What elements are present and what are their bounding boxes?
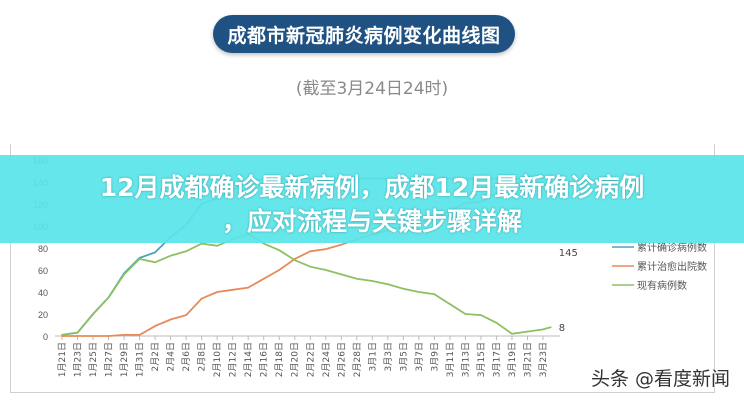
x-tick-label: 2月4日 — [166, 342, 177, 371]
data-point — [123, 273, 125, 276]
data-point — [92, 313, 94, 315]
x-tick-label: 1月21日 — [57, 342, 68, 377]
data-point — [169, 318, 172, 321]
data-point — [138, 334, 141, 336]
legend-label: 累计治愈出院数 — [637, 260, 707, 273]
y-tick-label: 40 — [38, 288, 48, 298]
data-point — [511, 333, 513, 335]
data-point — [526, 330, 529, 333]
data-point — [549, 326, 552, 329]
data-point — [61, 334, 63, 336]
x-tick-label: 2月28日 — [352, 342, 363, 377]
x-tick-label: 2月6日 — [181, 342, 192, 371]
chart-title: 成都市新冠肺炎病例变化曲线图 — [213, 15, 515, 53]
data-point — [107, 335, 110, 337]
x-tick-label: 1月31日 — [135, 342, 146, 377]
headline-line-1: 12月成都确诊最新病例，成都12月最新确诊病例 — [99, 173, 645, 202]
x-tick-label: 3月13日 — [460, 342, 471, 377]
x-tick-label: 3月5日 — [398, 342, 409, 371]
data-point — [200, 297, 203, 300]
data-point — [293, 259, 296, 261]
data-point — [402, 287, 405, 290]
data-point — [185, 314, 187, 316]
data-point — [309, 265, 312, 268]
data-point — [123, 334, 125, 336]
data-point — [154, 325, 156, 327]
data-point — [107, 296, 110, 299]
end-label-total: 145 — [559, 248, 578, 259]
data-point — [76, 331, 79, 334]
data-point — [433, 293, 436, 296]
data-point — [231, 289, 234, 291]
data-point — [542, 328, 544, 331]
x-tick-label: 1月29日 — [119, 342, 130, 377]
data-point — [169, 254, 172, 257]
data-point — [340, 243, 343, 246]
x-tick-label: 3月15日 — [476, 342, 487, 377]
data-point — [480, 314, 482, 316]
chart-subtitle: (截至3月24日24时) — [295, 79, 449, 99]
data-point — [324, 269, 327, 271]
data-point — [449, 303, 451, 305]
data-point — [138, 258, 141, 260]
x-tick-label: 2月14日 — [243, 342, 254, 377]
x-tick-label: 2月22日 — [305, 342, 316, 377]
chart-frame — [10, 144, 715, 393]
data-point — [278, 249, 281, 251]
headline-banner: 12月成都确诊最新病例，成都12月最新确诊病例 ，应对流程与关键步骤详解 — [0, 155, 744, 243]
headline-line-2: ，应对流程与关键步骤详解 — [221, 207, 522, 236]
data-point — [387, 283, 389, 286]
y-tick-label: 20 — [38, 310, 48, 320]
y-tick-label: 60 — [38, 266, 48, 276]
data-point — [262, 242, 265, 245]
x-tick-label: 2月12日 — [228, 342, 239, 377]
x-tick-label: 3月17日 — [491, 342, 502, 377]
data-point — [340, 273, 343, 276]
end-label-current: 8 — [559, 323, 565, 334]
x-tick-label: 1月27日 — [104, 342, 115, 377]
legend-label: 现有病例数 — [637, 279, 687, 292]
legend-label: 累计确诊病例数 — [637, 241, 707, 254]
x-tick-label: 2月2日 — [150, 342, 161, 371]
x-tick-label: 3月23日 — [538, 342, 549, 377]
data-point — [216, 245, 218, 247]
x-tick-label: 2月18日 — [274, 342, 285, 377]
x-tick-label: 3月11日 — [445, 342, 456, 377]
data-point — [76, 335, 79, 337]
data-point — [154, 251, 156, 254]
data-point — [185, 250, 187, 253]
x-tick-label: 3月3日 — [383, 342, 394, 371]
series-line-2 — [61, 232, 552, 336]
y-tick-label: 80 — [38, 244, 48, 254]
data-point — [216, 291, 218, 293]
data-point — [262, 278, 265, 280]
data-point — [324, 248, 327, 250]
x-tick-label: 2月10日 — [212, 342, 223, 377]
x-tick-label: 1月23日 — [73, 342, 84, 377]
x-tick-label: 2月26日 — [336, 342, 347, 377]
data-point — [309, 250, 312, 253]
y-tick-label: 0 — [43, 332, 48, 342]
x-tick-label: 3月21日 — [522, 342, 533, 377]
data-point — [356, 278, 358, 280]
x-tick-label: 2月24日 — [321, 342, 332, 377]
x-tick-label: 2月20日 — [290, 342, 301, 377]
data-point — [200, 242, 203, 245]
x-tick-label: 3月19日 — [507, 342, 518, 377]
data-point — [464, 313, 467, 315]
data-point — [418, 291, 420, 293]
data-point — [154, 261, 156, 264]
data-point — [278, 269, 281, 271]
data-point — [371, 280, 374, 282]
x-tick-label: 1月25日 — [88, 342, 99, 377]
x-tick-label: 2月16日 — [259, 342, 270, 377]
data-point — [495, 322, 498, 324]
watermark: 头条 @看度新闻 — [590, 368, 730, 390]
x-tick-label: 2月8日 — [197, 342, 208, 371]
data-point — [247, 286, 249, 289]
data-point — [92, 335, 94, 337]
x-tick-label: 3月9日 — [429, 342, 440, 371]
x-tick-label: 3月1日 — [367, 342, 378, 371]
x-tick-label: 3月7日 — [414, 342, 425, 371]
